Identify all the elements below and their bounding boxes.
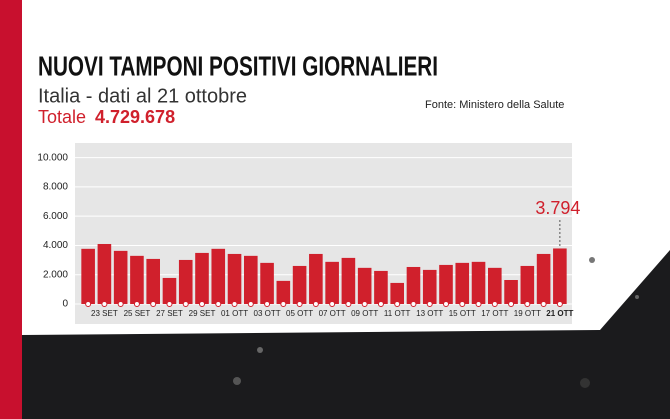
y-tick-label: 6.000 [43,211,68,222]
dot [580,378,590,388]
dot [589,257,595,263]
x-tick-label: 01 OTT [221,309,248,318]
side-strip [0,0,22,419]
bar [211,248,226,304]
bar [536,253,551,304]
source: Fonte: Ministero della Salute [425,99,564,111]
x-tick-label: 09 OTT [351,309,378,318]
bar [178,259,193,304]
bar [227,253,242,304]
x-tick-label: 19 OTT [514,309,541,318]
x-tick-label: 11 OTT [384,309,411,318]
bar [81,248,95,304]
dot [257,347,263,353]
base-dot [410,301,417,307]
x-tick-label: 23 SET [91,309,118,318]
base-dot [280,301,287,307]
x-tick-label: 17 OTT [481,309,508,318]
dot [635,295,639,299]
y-tick-label: 4.000 [43,240,68,251]
total-value: 4.729.678 [95,107,175,127]
base-dot [182,301,189,307]
bar [309,253,323,304]
bar [553,248,567,304]
base-dot [85,301,92,307]
x-tick-label: 21 OTT [546,309,573,318]
y-tick-label: 10.000 [37,152,68,163]
base-dot [133,301,140,307]
x-tick-label: 29 SET [189,309,216,318]
bar [113,250,128,304]
x-tick-label: 05 OTT [286,309,313,318]
base-dot [540,301,547,307]
base-dot [556,301,563,307]
x-tick-label: 13 OTT [416,309,443,318]
base-dot [377,301,384,307]
base-dot [426,301,433,307]
bar [195,252,209,304]
total-label: Totale [38,107,86,127]
value-label: 3.794 [535,198,580,218]
base-dot [459,301,466,307]
title: NUOVI TAMPONI POSITIVI GIORNALIERI [38,50,438,81]
dot [233,377,241,385]
base-dot [150,301,157,307]
bar [146,258,160,304]
bar [455,262,470,304]
bar [244,255,258,304]
x-tick-label: 15 OTT [449,309,476,318]
bar [97,243,112,304]
bar [471,261,486,304]
bar [260,262,274,304]
bar [341,257,356,304]
base-dot [361,301,368,307]
base-dot [231,301,238,307]
bar [406,266,421,304]
bar [357,267,372,304]
y-tick-label: 8.000 [43,182,68,193]
base-dot [394,301,401,307]
base-dot [296,301,303,307]
x-tick-label: 27 SET [156,309,183,318]
base-dot [443,301,449,307]
bar [325,261,339,304]
bar [520,265,535,304]
base-dot [101,301,108,307]
base-dot [508,301,515,307]
base-dot [247,301,254,307]
base-dot [345,301,352,307]
base-dot [329,301,336,307]
bar [422,269,437,304]
y-tick-label: 0 [62,299,68,310]
base-dot [475,301,482,307]
bar [276,280,291,304]
bar [130,255,144,304]
bar [390,282,404,304]
base-dot [312,301,319,307]
base-dot [199,301,205,307]
bar [504,279,518,304]
x-tick-label: 25 SET [124,309,151,318]
bar [439,264,453,304]
bar [162,277,177,304]
x-tick-label: 07 OTT [319,309,346,318]
bar [292,265,307,304]
y-tick-label: 2.000 [43,269,68,280]
subtitle: Italia - dati al 21 ottobre [38,85,247,107]
base-dot [524,301,531,307]
bar [374,270,388,304]
base-dot [117,301,124,307]
x-tick-label: 03 OTT [254,309,281,318]
base-dot [215,301,222,307]
base-dot [491,301,498,307]
bar [488,267,502,304]
base-dot [166,301,173,307]
base-dot [264,301,271,307]
